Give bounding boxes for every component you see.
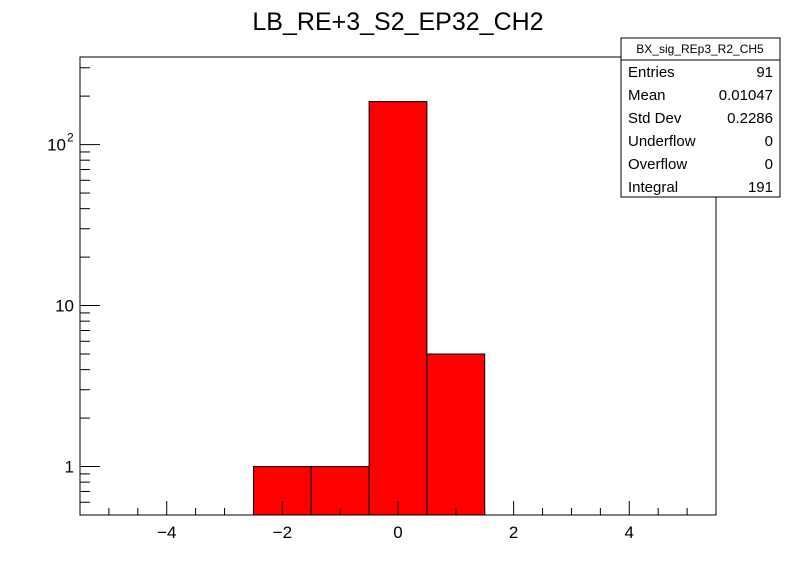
stats-row-value: 0 <box>765 156 773 173</box>
stats-row-label: Integral <box>628 179 678 196</box>
stats-row-value: 91 <box>756 64 773 81</box>
histogram-bar <box>310 466 370 516</box>
stats-box: BX_sig_REp3_R2_CH5 Entries 91 Mean 0.01047 S… <box>620 37 781 198</box>
stats-row-value: 0 <box>765 133 773 150</box>
y-tick-label: 10 <box>47 136 66 155</box>
x-tick-label: −2 <box>273 523 292 542</box>
y-tick-label: 1 <box>65 458 74 477</box>
histogram-bar <box>426 353 486 516</box>
x-tick-label: 0 <box>393 523 402 542</box>
histogram-bar <box>368 101 428 516</box>
stats-rows: Entries 91 Mean 0.01047 Std Dev 0.2286 Underfl… <box>628 64 773 196</box>
stats-row-label: Overflow <box>628 156 687 173</box>
stats-row-label: Underflow <box>628 133 696 150</box>
y-tick-exponent: 2 <box>67 131 74 145</box>
stats-row-label: Std Dev <box>628 110 682 127</box>
stats-row-value: 0.2286 <box>727 110 773 127</box>
x-axis: −4 −2 0 2 4 <box>108 501 688 542</box>
stats-box-frame <box>620 37 781 198</box>
stats-row-label: Mean <box>628 87 666 104</box>
x-tick-label: 2 <box>509 523 518 542</box>
bars-group <box>252 101 486 516</box>
stats-box-title: BX_sig_REp3_R2_CH5 <box>636 42 764 56</box>
stats-row-value: 0.01047 <box>719 87 773 104</box>
x-tick-label: −4 <box>157 523 176 542</box>
chart-title: LB_RE+3_S2_EP32_CH2 <box>252 8 543 36</box>
stats-row-value: 191 <box>748 179 773 196</box>
y-tick-label: 10 <box>55 297 74 316</box>
stats-row-label: Entries <box>628 64 675 81</box>
x-tick-label: 4 <box>625 523 634 542</box>
